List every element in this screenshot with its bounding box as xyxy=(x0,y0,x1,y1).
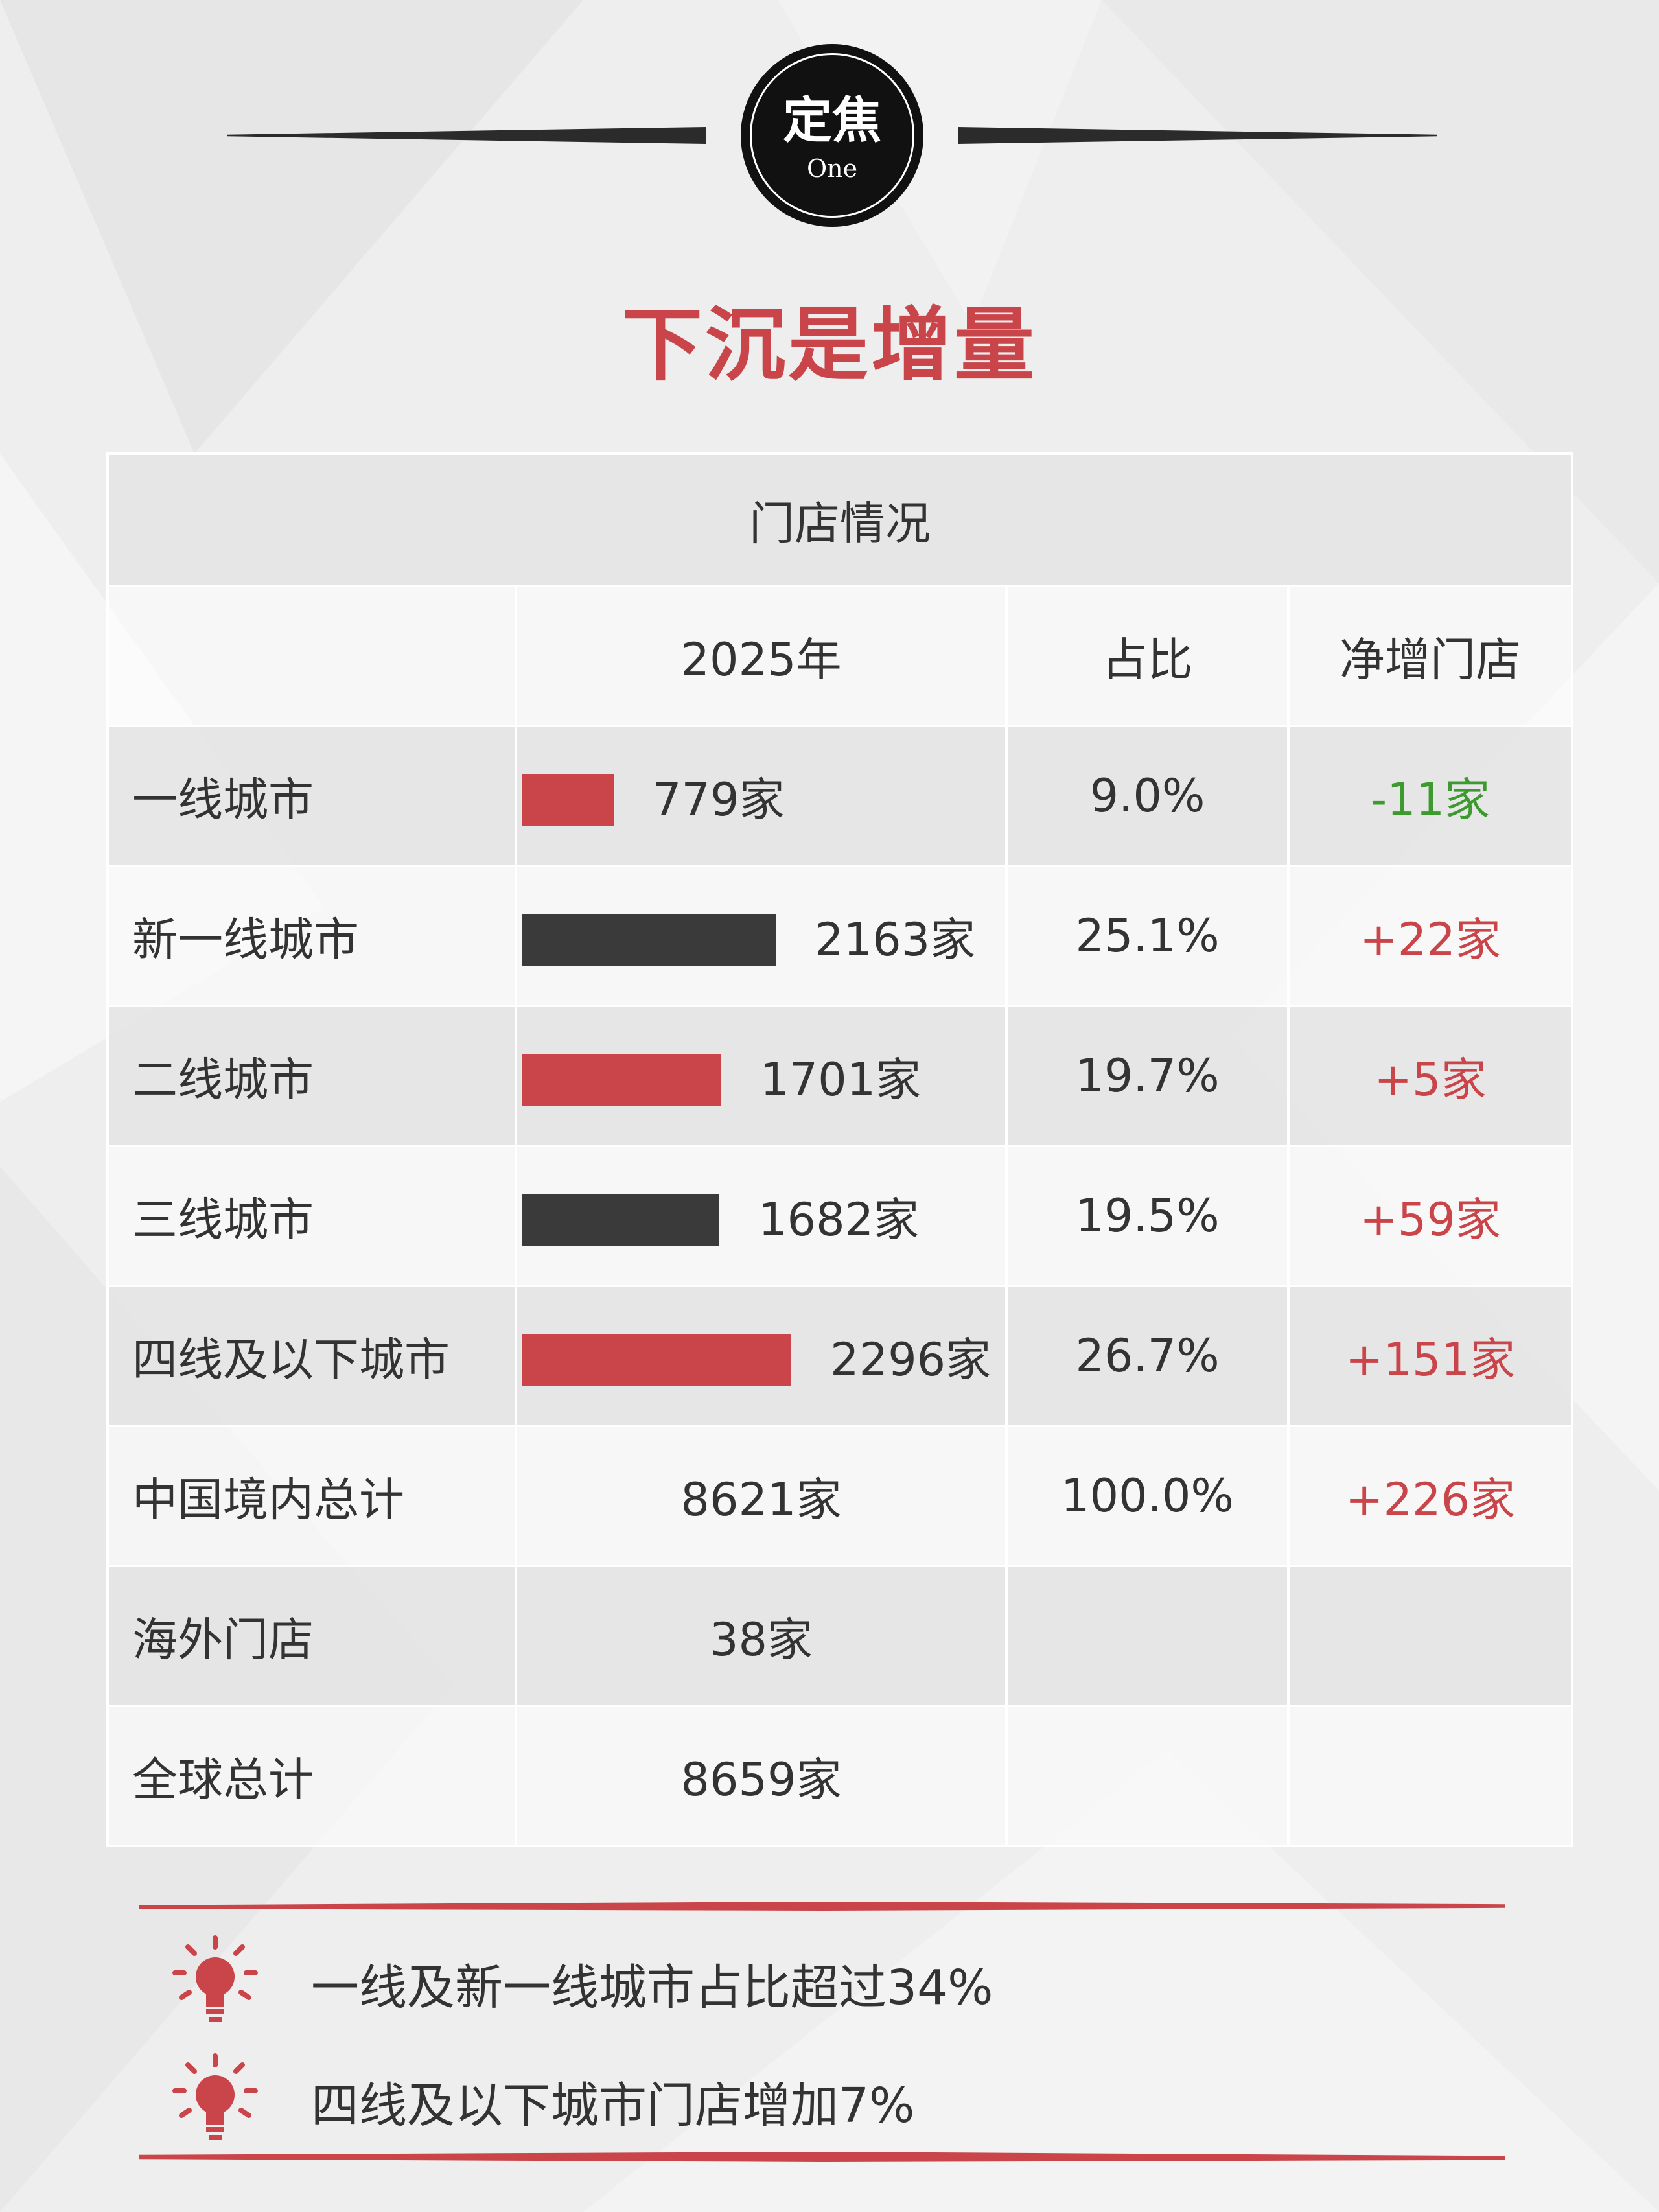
store-count: 8659家 xyxy=(515,1705,1008,1847)
note-text: 一线及新一线城市占比超过34% xyxy=(311,1960,993,2016)
store-bar xyxy=(522,1334,791,1386)
net-change-cell: +22家 xyxy=(1287,865,1573,1007)
store-count: 8621家 xyxy=(515,1425,1008,1567)
table-row: 全球总计 8659家 xyxy=(106,1705,1573,1847)
brush-divider-bottom xyxy=(139,2152,1505,2162)
row-label: 新一线城市 xyxy=(106,865,517,1007)
store-count-cell: 2296家 xyxy=(515,1285,1008,1427)
store-count: 779家 xyxy=(653,773,785,826)
table-row: 新一线城市 2163家 25.1% +22家 xyxy=(106,865,1573,1007)
header-cell-net: 净增门店 xyxy=(1287,585,1573,727)
store-count: 2163家 xyxy=(815,913,976,966)
net-change-cell: +151家 xyxy=(1287,1285,1573,1427)
store-bar xyxy=(522,774,614,826)
net-change-cell: +226家 xyxy=(1287,1425,1573,1567)
net-change-cell: +5家 xyxy=(1287,1005,1573,1147)
share-cell xyxy=(1005,1705,1290,1847)
net-change-cell: -11家 xyxy=(1287,725,1573,867)
table-row: 二线城市 1701家 19.7% +5家 xyxy=(106,1005,1573,1147)
table-row: 中国境内总计 8621家 100.0% +226家 xyxy=(106,1425,1573,1567)
note-item: 一线及新一线城市占比超过34% xyxy=(170,1935,1505,2032)
store-bar xyxy=(522,1054,721,1106)
share-cell: 25.1% xyxy=(1005,865,1290,1007)
table-row: 三线城市 1682家 19.5% +59家 xyxy=(106,1145,1573,1287)
note-item: 四线及以下城市门店增加7% xyxy=(170,2053,1505,2150)
table-row: 一线城市 779家 9.0% -11家 xyxy=(106,725,1573,867)
row-label: 海外门店 xyxy=(106,1565,517,1707)
badge-subtitle: One xyxy=(806,154,858,183)
share-cell: 26.7% xyxy=(1005,1285,1290,1427)
badge-title: 定焦 xyxy=(783,91,881,149)
store-count: 2296家 xyxy=(830,1333,992,1386)
store-count-cell: 1701家 xyxy=(515,1005,1008,1147)
header-cell-share: 占比 xyxy=(1005,585,1290,727)
store-count-cell: 1682家 xyxy=(515,1145,1008,1287)
share-cell xyxy=(1005,1565,1290,1707)
row-label: 一线城市 xyxy=(106,725,517,867)
row-label: 全球总计 xyxy=(106,1705,517,1847)
row-label: 三线城市 xyxy=(106,1145,517,1287)
store-count: 38家 xyxy=(515,1565,1008,1707)
table-row: 海外门店 38家 xyxy=(106,1565,1573,1707)
store-count-cell: 779家 xyxy=(515,725,1008,867)
page-title: 下沉是增量 xyxy=(621,299,1037,392)
row-label: 中国境内总计 xyxy=(106,1425,517,1567)
table-row: 四线及以下城市 2296家 26.7% +151家 xyxy=(106,1285,1573,1427)
store-bar xyxy=(522,1194,719,1246)
share-cell: 9.0% xyxy=(1005,725,1290,867)
store-bar xyxy=(522,914,776,966)
lightbulb-icon xyxy=(172,1935,258,2022)
net-change-cell xyxy=(1287,1705,1573,1847)
header-cell-year: 2025年 xyxy=(515,585,1008,727)
row-label: 二线城市 xyxy=(106,1005,517,1147)
share-cell: 19.5% xyxy=(1005,1145,1290,1287)
net-change-cell xyxy=(1287,1565,1573,1707)
store-table: 门店情况 2025年 占比 净增门店 一线城市 779家 9.0% -11家 新一线城市… xyxy=(106,452,1573,1847)
brush-divider-top xyxy=(139,1902,1505,1911)
net-change-cell: +59家 xyxy=(1287,1145,1573,1287)
note-text: 四线及以下城市门店增加7% xyxy=(311,2078,915,2134)
store-count: 1682家 xyxy=(758,1193,920,1246)
logo-badge: 定焦 One xyxy=(741,44,923,227)
lightbulb-icon xyxy=(172,2053,258,2140)
store-count-cell: 2163家 xyxy=(515,865,1008,1007)
store-count: 1701家 xyxy=(760,1053,922,1106)
share-cell: 100.0% xyxy=(1005,1425,1290,1567)
table-caption: 门店情况 xyxy=(106,452,1573,587)
share-cell: 19.7% xyxy=(1005,1005,1290,1147)
row-label: 四线及以下城市 xyxy=(106,1285,517,1427)
header-cell-empty xyxy=(106,585,517,727)
table-header-row: 2025年 占比 净增门店 xyxy=(106,585,1573,727)
